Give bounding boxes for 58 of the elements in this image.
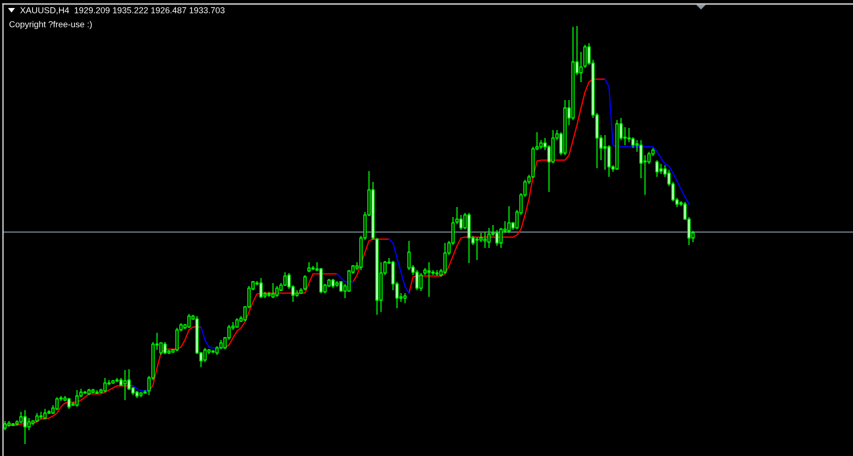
candlestick: [443, 242, 447, 274]
candlestick: [235, 318, 239, 328]
candlestick: [123, 369, 127, 401]
candlestick: [331, 278, 335, 289]
candlestick: [163, 341, 167, 355]
candlestick: [467, 212, 471, 264]
candlestick: [303, 274, 307, 291]
candlestick: [3, 420, 7, 431]
candlestick: [347, 270, 351, 292]
candlestick: [319, 268, 323, 294]
candlestick: [579, 51, 583, 83]
annotation: Copyright ?free-use :): [9, 20, 92, 30]
candlestick: [627, 127, 631, 143]
candlestick: [23, 410, 27, 445]
candlestick: [403, 292, 407, 304]
candlestick: [75, 390, 79, 408]
candlestick: [67, 398, 71, 410]
candlestick: [271, 282, 275, 299]
candlestick: [647, 151, 651, 164]
candlestick: [499, 227, 503, 248]
candlestick: [259, 278, 263, 299]
candlestick: [175, 327, 179, 352]
candlestick: [19, 411, 23, 424]
candlestick: [27, 418, 31, 431]
candlestick: [455, 206, 459, 225]
candlestick: [639, 140, 643, 179]
candlestick: [631, 136, 635, 149]
candlestick: [127, 368, 131, 391]
candlestick: [459, 214, 463, 231]
candlestick: [583, 44, 587, 68]
candlestick: [495, 229, 499, 246]
candlestick: [187, 313, 191, 328]
candlestick: [475, 236, 479, 261]
candlestick: [479, 232, 483, 243]
candlestick: [55, 396, 59, 411]
candlestick: [551, 130, 555, 164]
candlestick: [275, 285, 279, 298]
candlestick: [487, 227, 491, 248]
candlestick: [203, 347, 207, 363]
candlestick: [507, 206, 511, 234]
candlestick: [607, 144, 611, 178]
candlestick: [283, 272, 287, 287]
candlestick: [103, 377, 107, 393]
candlestick: [415, 270, 419, 291]
candlestick: [659, 163, 663, 174]
candlestick: [483, 232, 487, 248]
candlestick: [427, 262, 431, 298]
candlestick: [623, 126, 627, 146]
candlestick: [339, 280, 343, 292]
chart-title: XAUUSD,H4 1929.209 1935.222 1926.487 1933.703: [20, 7, 225, 14]
candlestick: [603, 134, 607, 170]
candlestick: [655, 160, 659, 178]
candlestick: [307, 262, 311, 273]
candlestick: [407, 240, 411, 271]
candlestick: [419, 272, 423, 292]
candlestick: [219, 339, 223, 350]
candlestick: [43, 408, 47, 420]
candlestick: [159, 342, 163, 356]
